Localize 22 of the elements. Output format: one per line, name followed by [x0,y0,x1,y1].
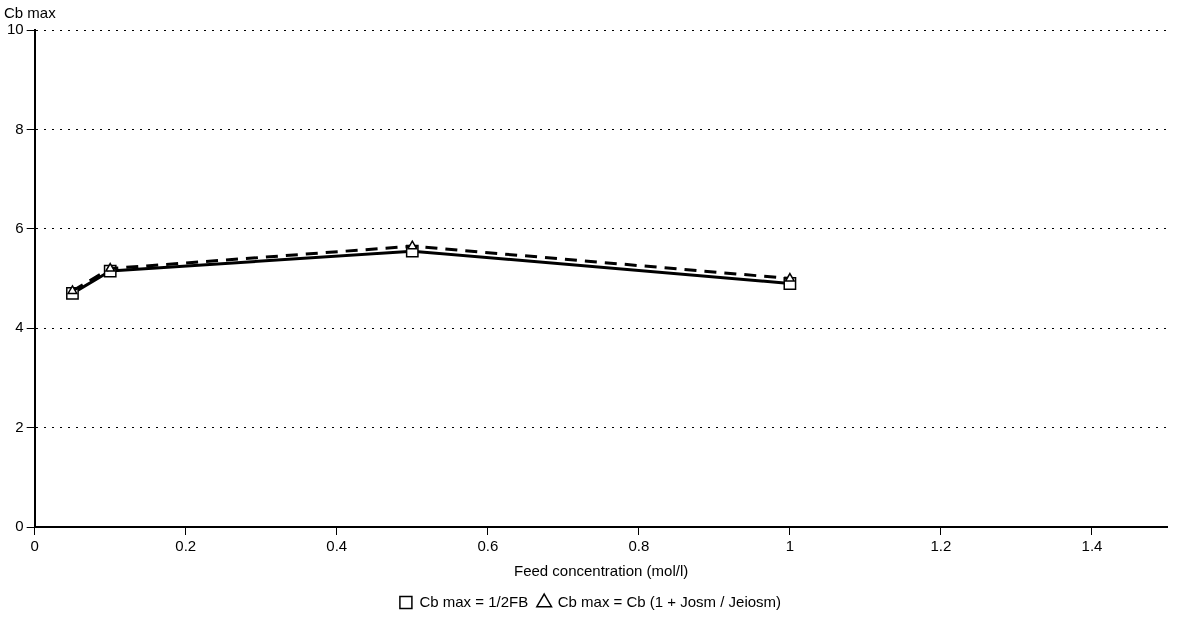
x-axis-title: Feed concentration (mol/l) [513,562,689,580]
y-tick-label: 6 [15,218,24,236]
point [784,272,795,282]
legend-label: Cb max = Cb (1 + Josm / Jeiosm) [557,592,782,610]
x-tick-label: 0.4 [326,537,348,555]
y-tick-label: 0 [15,517,24,535]
x-tick-label: 0 [30,537,39,555]
y-tick-label: 4 [15,318,24,336]
x-tick-label: 1 [785,537,795,555]
x-tick-label: 0.2 [175,537,197,555]
y-tick-label: 2 [15,417,24,435]
x-tick-label: 1.2 [930,537,952,555]
y-tick-label: 8 [15,119,24,137]
point [407,240,418,250]
point [67,285,78,295]
y-axis-title: Cb max [4,3,57,21]
x-tick-label: 0.6 [477,537,499,555]
x-tick-label: 0.8 [628,537,650,555]
y-tick-label: 10 [7,20,24,38]
point [105,262,116,272]
x-tick-label: 1.4 [1081,537,1103,555]
legend-label: Cb max = 1/2FB [419,592,529,610]
